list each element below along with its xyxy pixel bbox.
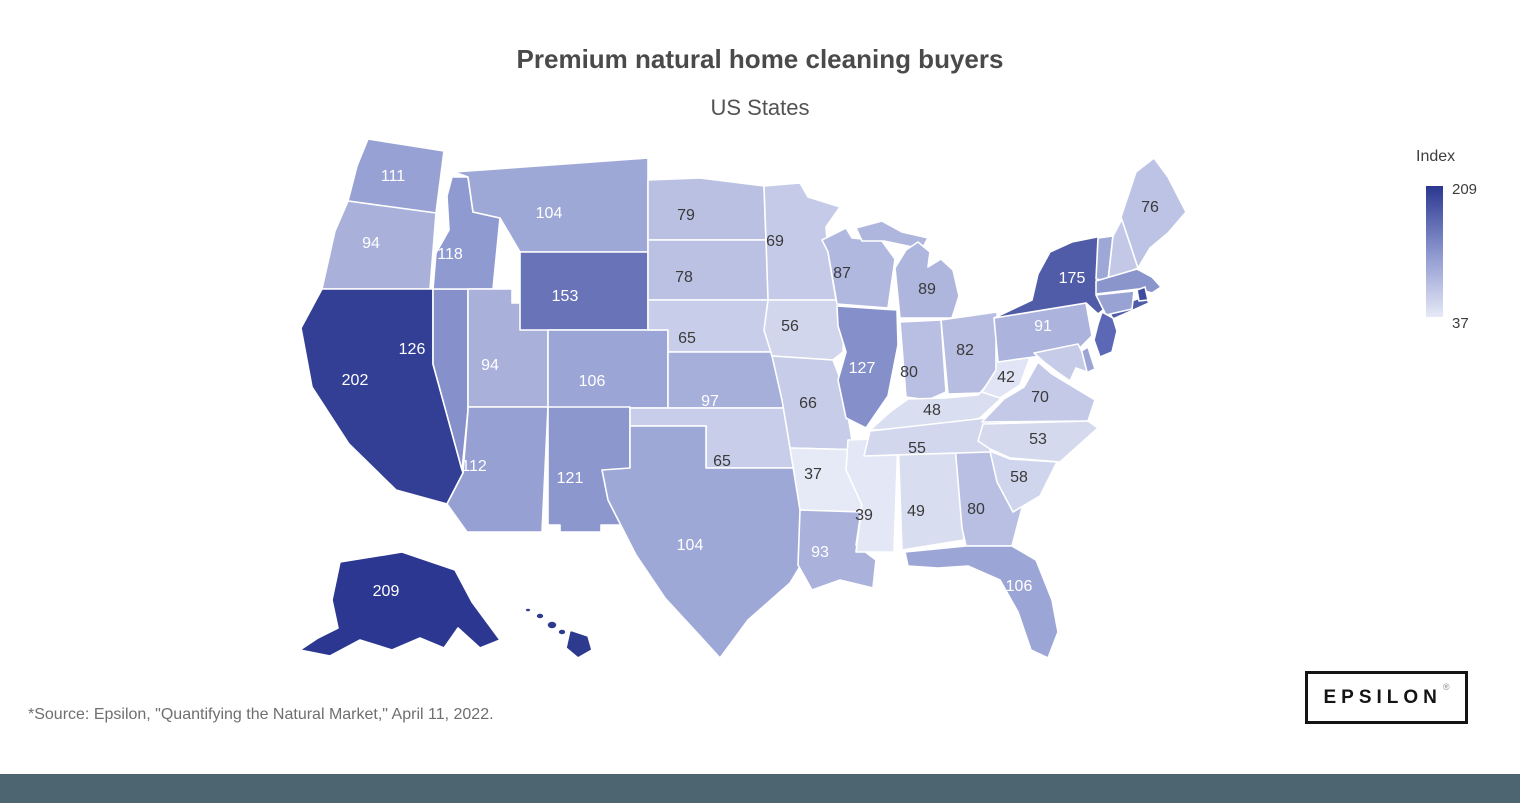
state-oh-value: 82: [956, 342, 974, 359]
state-va[interactable]: [981, 361, 1096, 423]
state-ky-value: 48: [923, 402, 941, 419]
state-sc-value: 58: [1010, 469, 1028, 486]
state-wi-value: 87: [833, 265, 851, 282]
state-la-value: 93: [811, 544, 829, 561]
state-il[interactable]: [836, 305, 899, 429]
state-sd[interactable]: [647, 239, 771, 301]
state-mn-value: 69: [766, 233, 784, 250]
epsilon-logo: EPSILON ®: [1305, 671, 1468, 724]
state-mi[interactable]: [855, 220, 960, 319]
state-md[interactable]: [1033, 343, 1088, 382]
state-fl-value: 106: [1005, 578, 1033, 595]
state-ne-value: 65: [678, 330, 696, 347]
source-note: *Source: Epsilon, "Quantifying the Natur…: [28, 706, 494, 723]
page-title: Premium natural home cleaning buyers: [516, 44, 1004, 74]
state-nj[interactable]: [1093, 311, 1118, 358]
state-wy-value: 153: [551, 288, 579, 305]
state-tx[interactable]: [601, 425, 814, 659]
state-nc-value: 53: [1029, 431, 1047, 448]
state-mo-value: 66: [799, 395, 817, 412]
state-tx-value: 104: [676, 537, 704, 554]
state-me-value: 76: [1141, 199, 1159, 216]
state-wa-value: 111: [380, 168, 406, 185]
legend-max-value: 209: [1452, 181, 1478, 198]
state-ms-value: 39: [855, 507, 873, 524]
state-ia-value: 56: [781, 318, 799, 335]
state-az[interactable]: [446, 406, 549, 533]
state-nd-value: 79: [677, 207, 695, 224]
state-mt[interactable]: [453, 157, 649, 253]
state-mi-value: 89: [918, 281, 936, 298]
footer-bar: [0, 774, 1520, 803]
state-or-value: 94: [362, 235, 380, 252]
state-wi[interactable]: [821, 227, 896, 309]
legend-title: Index: [1416, 148, 1456, 165]
page-subtitle: US States: [710, 95, 810, 120]
state-nc[interactable]: [977, 420, 1099, 463]
state-ok-value: 65: [713, 453, 731, 470]
state-fl[interactable]: [904, 545, 1059, 659]
state-ca-value: 202: [341, 372, 369, 389]
state-ct[interactable]: [1095, 290, 1135, 316]
state-ks-value: 97: [701, 393, 719, 410]
state-sc[interactable]: [989, 450, 1058, 513]
state-hi[interactable]: [524, 607, 593, 659]
state-va-value: 70: [1031, 389, 1049, 406]
state-ga-value: 80: [967, 501, 985, 518]
state-ia[interactable]: [763, 299, 846, 361]
state-ut-value: 94: [481, 357, 499, 374]
state-ny-value: 175: [1058, 270, 1086, 287]
state-ak[interactable]: [299, 551, 501, 657]
state-ak-value: 209: [372, 583, 400, 600]
state-wv-value: 42: [997, 369, 1015, 386]
registered-trademark-icon: ®: [1442, 682, 1450, 692]
state-il-value: 127: [848, 360, 876, 377]
state-in-value: 80: [900, 364, 918, 381]
state-al-value: 49: [907, 503, 925, 520]
state-co-value: 106: [578, 373, 606, 390]
state-me[interactable]: [1120, 157, 1187, 269]
state-ar-value: 37: [804, 466, 822, 483]
state-co[interactable]: [547, 329, 669, 409]
legend-gradient-bar: [1426, 186, 1443, 317]
state-sd-value: 78: [675, 269, 693, 286]
state-wy[interactable]: [519, 251, 649, 331]
state-ri[interactable]: [1136, 286, 1149, 302]
state-in[interactable]: [899, 319, 947, 401]
state-nv-value: 126: [398, 341, 426, 358]
state-pa-value: 91: [1034, 318, 1052, 335]
state-id-value: 118: [437, 246, 463, 263]
state-nm-value: 121: [556, 470, 584, 487]
epsilon-logo-text: EPSILON: [1323, 686, 1442, 708]
legend-min-value: 37: [1452, 315, 1469, 332]
state-nd[interactable]: [647, 177, 767, 241]
state-az-value: 112: [461, 458, 487, 475]
state-tn-value: 55: [908, 440, 926, 457]
state-mt-value: 104: [535, 205, 563, 222]
